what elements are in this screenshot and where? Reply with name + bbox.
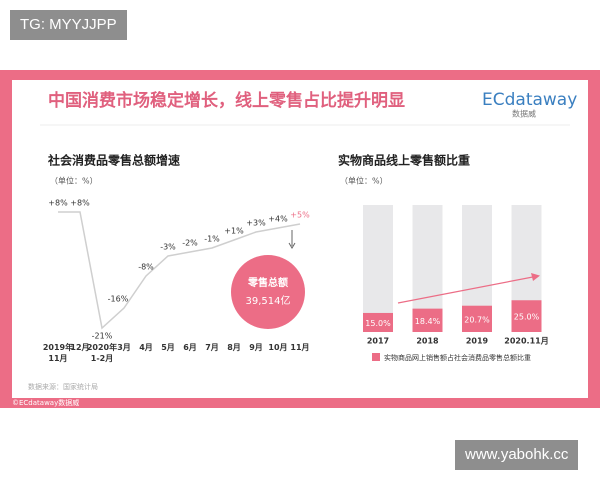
annotation-value: 39,514亿 <box>246 294 291 307</box>
value-label: +3% <box>246 219 266 228</box>
title: 中国消费市场稳定增长，线上零售占比提升明显 <box>48 90 405 111</box>
x-tick-label: 5月 <box>161 343 175 352</box>
logo-sub: 数据威 <box>512 109 536 119</box>
footer: ©ECdataway数据威 <box>12 398 79 407</box>
value-label: -1% <box>204 235 220 244</box>
watermark: www.yabohk.cc <box>455 440 579 470</box>
x-tick-label: 2018 <box>416 337 439 346</box>
annotation-circle <box>231 255 305 329</box>
chart-subtitle: （单位：%） <box>50 176 98 186</box>
bar <box>363 312 393 332</box>
value-label: -2% <box>182 239 198 248</box>
x-tick-label: 6月 <box>183 343 197 352</box>
value-label: +5% <box>290 211 310 220</box>
source: 数据来源：国家统计局 <box>28 382 98 391</box>
x-tick-label: 8月 <box>227 343 241 352</box>
value-label: -3% <box>160 243 176 252</box>
value-label: -16% <box>108 295 129 304</box>
x-tick-label: 4月 <box>139 343 153 352</box>
x-tick-label: 2017 <box>367 337 389 346</box>
value-label: +8% <box>70 199 90 208</box>
bar-background <box>363 205 393 332</box>
x-tick-label: 12月 <box>70 343 90 352</box>
value-label: -8% <box>138 263 154 272</box>
chart-subtitle: （单位：%） <box>340 176 388 186</box>
value-label: 18.4% <box>415 317 441 326</box>
logo: ECdataway <box>482 90 577 110</box>
x-tick-label: 11月 <box>290 343 310 352</box>
value-label: -21% <box>92 332 113 341</box>
x-tick-label: 2020.11月 <box>504 337 548 346</box>
arrow-head <box>288 242 296 249</box>
bar <box>412 308 443 332</box>
x-tick-label: 2019 <box>466 337 489 346</box>
line <box>58 211 301 330</box>
value-label: 15.0% <box>365 319 391 328</box>
legend-swatch <box>372 353 380 361</box>
x-tick-label: 7月 <box>205 343 219 352</box>
value-label: 20.7% <box>464 315 490 324</box>
value-label: +1% <box>224 227 244 236</box>
bar <box>511 300 542 332</box>
trend-arrow-head <box>531 273 540 281</box>
annotation-label: 零售总额 <box>247 276 288 289</box>
chart-title: 实物商品线上零售额比重 <box>338 153 470 168</box>
x-tick-label: 3月 <box>117 343 131 352</box>
x-tick-label: 2020年 1-2月 <box>86 343 118 363</box>
watermark: TG: MYYJJPP <box>10 10 127 40</box>
x-tick-label: 9月 <box>249 343 263 352</box>
bar <box>462 305 492 332</box>
value-label: +8% <box>48 199 68 208</box>
value-label: +4% <box>268 215 288 224</box>
chart-title: 社会消费品零售总额增速 <box>47 153 180 168</box>
legend-label: 实物商品网上销售额占社会消费品零售总额比重 <box>384 353 531 362</box>
x-tick-label: 10月 <box>268 343 288 352</box>
value-label: 25.0% <box>514 313 540 322</box>
x-tick-label: 2019年 11月 <box>42 343 74 363</box>
trend-arrow <box>397 275 539 304</box>
